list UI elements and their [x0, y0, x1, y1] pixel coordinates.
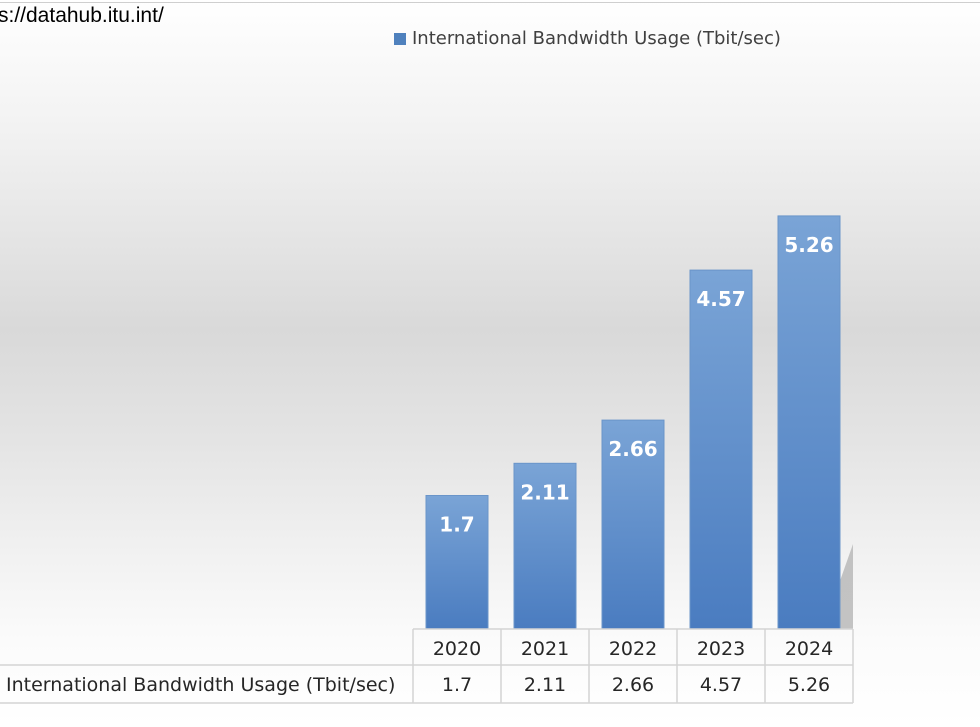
table-header-2020: 2020 — [433, 638, 481, 660]
top-border-line — [0, 2, 980, 3]
legend-swatch — [394, 32, 406, 45]
data-label-2022: 2.66 — [608, 437, 657, 461]
table-header-2024: 2024 — [785, 638, 833, 660]
table-value-2023: 4.57 — [700, 674, 742, 696]
source-url-text: s://datahub.itu.int/ — [0, 4, 164, 27]
legend-label: International Bandwidth Usage (Tbit/sec) — [412, 28, 781, 49]
table-header-2023: 2023 — [697, 638, 745, 660]
bars-group — [425, 215, 841, 630]
bar-2023 — [689, 269, 753, 630]
data-label-2020: 1.7 — [439, 512, 474, 536]
table-value-2020: 1.7 — [442, 674, 472, 696]
table-header-2022: 2022 — [609, 638, 657, 660]
legend: International Bandwidth Usage (Tbit/sec) — [394, 28, 781, 49]
data-labels-group: 1.7 2.11 2.66 4.57 5.26 — [439, 233, 833, 537]
data-label-2021: 2.11 — [520, 480, 569, 504]
data-label-2024: 5.26 — [784, 233, 833, 257]
table-row-label: International Bandwidth Usage (Tbit/sec) — [6, 674, 395, 696]
table-value-2022: 2.66 — [612, 674, 654, 696]
table-value-2021: 2.11 — [524, 674, 566, 696]
data-table: 2020 2021 2022 2023 2024 International Bandwi… — [0, 628, 854, 704]
bar-2021 — [513, 462, 577, 630]
data-label-2023: 4.57 — [696, 287, 745, 311]
table-header-2021: 2021 — [521, 638, 569, 660]
table-value-2024: 5.26 — [788, 674, 830, 696]
bar-2024 — [777, 215, 841, 630]
bar-2022 — [601, 419, 665, 630]
